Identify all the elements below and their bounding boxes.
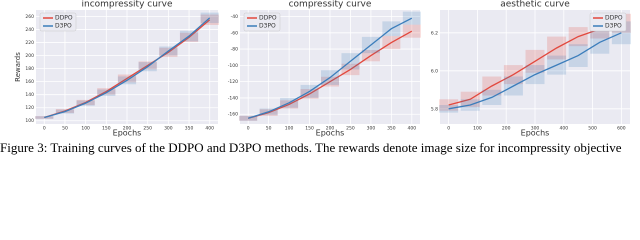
x-tick-label: 0 <box>247 126 250 132</box>
caption: Figure 3: Training curves of the DDPO an… <box>0 140 622 155</box>
x-tick-label: 350 <box>185 126 194 132</box>
chart-title: compressity curve <box>289 0 372 10</box>
x-tick-label: 100 <box>285 126 294 132</box>
y-tick-label: -60 <box>231 30 238 36</box>
legend-label: D3PO <box>55 23 72 30</box>
figure: 100 120 140 160 180 200 220 240 260 0 50 100 150 200 2… <box>14 0 631 138</box>
y-tick-label: 160 <box>25 79 34 85</box>
legend-label: D3PO <box>605 23 622 30</box>
y-tick-label: 6.0 <box>431 68 438 74</box>
y-tick-label: -120 <box>228 79 238 85</box>
y-tick-label: 5.8 <box>431 106 438 112</box>
y-tick-label: 180 <box>25 66 34 72</box>
x-tick-label: 400 <box>408 126 417 132</box>
line <box>448 32 622 110</box>
y-tick-label: 240 <box>25 27 34 33</box>
x-tick-label: 500 <box>588 126 597 132</box>
x-tick-label: 300 <box>367 126 376 132</box>
line <box>448 22 622 106</box>
x-tick-label: 600 <box>617 126 626 132</box>
x-tick-label: 50 <box>266 126 272 132</box>
y-tick-label: -100 <box>228 63 238 69</box>
x-tick-label: 150 <box>305 126 314 132</box>
y-tick-label: 220 <box>25 40 34 46</box>
x-tick-label: 400 <box>205 126 214 132</box>
legend-label: D3PO <box>259 23 276 30</box>
line <box>247 17 413 119</box>
y-tick-label: -140 <box>228 95 238 101</box>
x-tick-label: 100 <box>81 126 90 132</box>
x-tick-label: 250 <box>346 126 355 132</box>
x-tick-label: 0 <box>447 126 450 132</box>
x-tick-label: 300 <box>164 126 173 132</box>
x-tick-label: 150 <box>102 126 111 132</box>
x-tick-label: 200 <box>123 126 132 132</box>
legend-label: DDPO <box>259 15 277 22</box>
x-tick-label: 350 <box>387 126 396 132</box>
y-tick-label: 260 <box>25 14 34 20</box>
y-tick-label: -40 <box>231 14 238 20</box>
chart-title: aesthetic curve <box>500 0 570 10</box>
x-tick-label: 200 <box>326 126 335 132</box>
x-tick-label: 200 <box>502 126 511 132</box>
x-tick-label: 100 <box>473 126 482 132</box>
line <box>248 30 413 119</box>
x-tick-label: 50 <box>62 126 68 132</box>
chart-title: incompressity curve <box>82 0 173 10</box>
page: 100 120 140 160 180 200 220 240 260 0 50 100 150 200 2… <box>0 0 631 155</box>
x-axis-label: Epochs <box>113 129 142 138</box>
y-tick-label: -160 <box>228 112 238 118</box>
y-tick-label: 6.2 <box>431 30 438 36</box>
y-tick-label: 120 <box>25 105 34 111</box>
x-tick-label: 0 <box>43 126 46 132</box>
y-tick-label: -80 <box>231 47 238 53</box>
x-axis-label: Epochs <box>521 129 550 138</box>
y-tick-label: 100 <box>25 118 34 124</box>
legend-label: DDPO <box>55 15 73 22</box>
legend-label: DDPO <box>605 15 623 22</box>
x-tick-label: 250 <box>143 126 152 132</box>
x-axis-label: Epochs <box>316 129 345 138</box>
x-tick-label: 400 <box>559 126 568 132</box>
x-tick-label: 300 <box>531 126 540 132</box>
y-tick-label: 140 <box>25 92 34 98</box>
y-axis-label: Rewards <box>14 52 22 82</box>
line <box>44 17 211 119</box>
y-tick-label: 200 <box>25 53 34 59</box>
